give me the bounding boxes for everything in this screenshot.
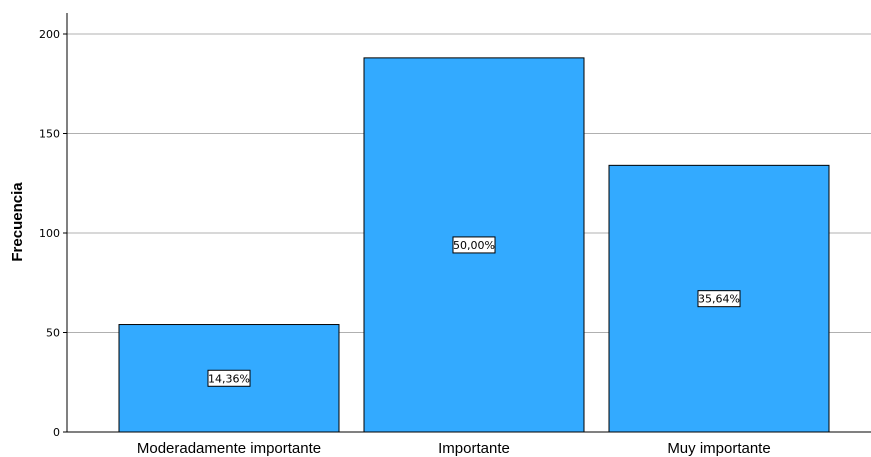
y-axis-title: Frecuencia bbox=[9, 182, 26, 262]
x-tick-label: Importante bbox=[438, 440, 510, 457]
data-label-box bbox=[697, 290, 741, 308]
labels: 0 50 100 150 200 14,36% Moderadamente importan… bbox=[39, 28, 771, 457]
x-tick-label: Moderadamente importante bbox=[137, 440, 321, 457]
data-label-box bbox=[207, 369, 251, 387]
y-tick-label: 200 bbox=[39, 28, 60, 41]
axes bbox=[63, 13, 871, 433]
y-tick-label: 150 bbox=[39, 128, 60, 141]
data-label: 14,36% bbox=[208, 372, 250, 385]
data-label: 35,64% bbox=[698, 293, 740, 306]
y-tick-label: 50 bbox=[46, 327, 60, 340]
data-label-box bbox=[452, 236, 496, 254]
y-tick-label: 100 bbox=[39, 227, 60, 240]
data-label: 50,00% bbox=[453, 239, 495, 252]
x-tick-label: Muy importante bbox=[667, 440, 770, 457]
y-tick-label: 0 bbox=[53, 426, 60, 439]
